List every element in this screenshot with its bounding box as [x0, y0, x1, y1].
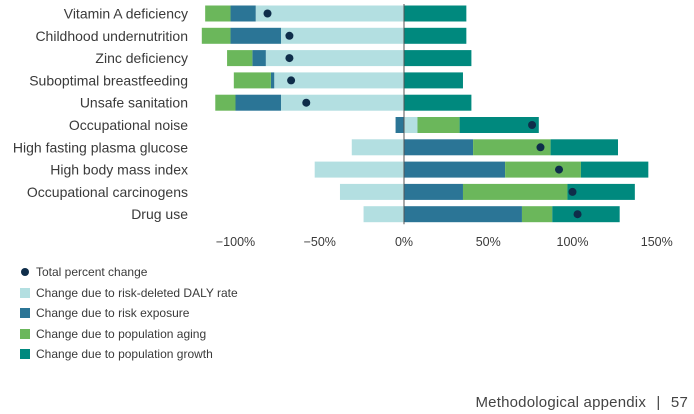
legend-item-risk-exposure: Change due to risk exposure: [20, 303, 238, 324]
bar-segment: [233, 72, 271, 89]
bar-segment: [351, 139, 404, 156]
bar-segment: [205, 5, 231, 22]
category-label: Occupational carcinogens: [27, 184, 188, 200]
bar-segment: [274, 72, 404, 89]
stacked-bar-chart: Vitamin A deficiency Childhood undernutri…: [13, 4, 673, 249]
total-change-marker: [285, 31, 294, 40]
category-label: High fasting plasma glucose: [13, 139, 188, 155]
bar-segment: [550, 139, 618, 156]
x-tick-label: −100%: [216, 235, 255, 249]
total-change-marker: [285, 54, 294, 63]
bar-segment: [230, 5, 256, 22]
total-change-marker: [263, 9, 272, 18]
legend-swatch-population-growth: [20, 349, 30, 360]
x-tick-label: 100%: [557, 235, 589, 249]
bar-segment: [363, 206, 404, 223]
bar-segment: [230, 27, 281, 44]
bar-segment: [227, 50, 253, 67]
x-tick-label: 150%: [641, 235, 673, 249]
markers-layer: [263, 9, 582, 219]
category-label: High body mass index: [50, 162, 188, 178]
category-label: Occupational noise: [69, 117, 188, 133]
total-change-marker: [568, 187, 577, 196]
legend-swatch-population-aging: [20, 328, 30, 339]
bar-segment: [404, 5, 467, 22]
bar-segment: [252, 50, 266, 67]
legend-swatch-risk-exposure: [20, 308, 30, 319]
x-tick-label: −50%: [304, 235, 336, 249]
bar-segment: [265, 50, 404, 67]
bar-segment: [280, 27, 404, 44]
bar-segment: [505, 161, 581, 178]
bar-segment: [473, 139, 551, 156]
bar-segment: [462, 183, 568, 200]
legend-label: Change due to population aging: [36, 326, 207, 341]
bar-segment: [215, 94, 236, 111]
bar-segment: [404, 161, 506, 178]
total-change-marker: [555, 165, 564, 174]
bar-segment: [404, 72, 463, 89]
bar-segment: [404, 139, 474, 156]
bar-segment: [552, 206, 620, 223]
legend-swatch-daly-rate: [20, 287, 30, 298]
legend: Total percent change Change due to risk-…: [20, 262, 238, 365]
footer-section-title: Methodological appendix: [475, 394, 647, 411]
x-tick-label: 50%: [476, 235, 501, 249]
bar-segment: [404, 117, 418, 133]
page-footer: Methodological appendix | 57: [475, 394, 688, 411]
bar-segment: [201, 27, 231, 44]
footer-separator: |: [656, 394, 661, 411]
legend-item-population-aging: Change due to population aging: [20, 324, 238, 345]
category-labels: Vitamin A deficiency Childhood undernutri…: [13, 6, 188, 223]
bar-segment: [417, 117, 460, 133]
total-change-marker: [287, 76, 296, 85]
category-label: Vitamin A deficiency: [64, 6, 188, 22]
total-change-marker: [302, 98, 311, 107]
total-change-marker: [536, 143, 545, 152]
bar-segment: [395, 117, 404, 133]
x-tick-label: 0%: [395, 235, 413, 249]
bar-segment: [404, 50, 472, 67]
legend-label: Change due to risk exposure: [36, 306, 190, 321]
bar-segment: [521, 206, 553, 223]
legend-swatch-total: [21, 268, 29, 277]
legend-label: Change due to risk-deleted DALY rate: [36, 285, 238, 300]
bar-segment: [580, 161, 649, 178]
bar-segment: [404, 206, 522, 223]
legend-label: Total percent change: [36, 265, 148, 280]
bar-segment: [255, 5, 404, 22]
bar-segment: [339, 183, 404, 200]
bar-segment: [404, 27, 467, 44]
bar-segment: [314, 161, 404, 178]
bar-segment: [280, 94, 404, 111]
bar-segment: [270, 72, 275, 89]
legend-item-population-growth: Change due to population growth: [20, 344, 238, 365]
bar-segment: [404, 94, 472, 111]
bar-segment: [567, 183, 635, 200]
total-change-marker: [528, 121, 537, 129]
legend-item-daly-rate: Change due to risk-deleted DALY rate: [20, 283, 238, 304]
category-label: Unsafe sanitation: [80, 95, 188, 111]
page-number: 57: [670, 394, 688, 411]
bar-segment: [404, 183, 463, 200]
category-label: Zinc deficiency: [95, 50, 188, 66]
category-label: Childhood undernutrition: [35, 28, 188, 44]
category-label: Drug use: [131, 206, 188, 222]
bar-segment: [459, 117, 539, 133]
category-label: Suboptimal breastfeeding: [29, 72, 188, 88]
legend-label: Change due to population growth: [36, 347, 213, 362]
bars-layer: [201, 5, 649, 223]
bar-segment: [235, 94, 281, 111]
x-axis: −100% −50% 0% 50% 100% 150%: [216, 235, 673, 249]
legend-item-total: Total percent change: [20, 262, 238, 283]
total-change-marker: [573, 210, 582, 219]
